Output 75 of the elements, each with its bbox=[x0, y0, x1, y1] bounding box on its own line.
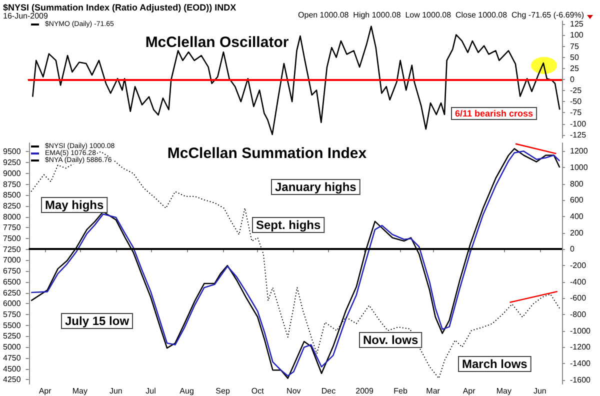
x-tick-label: Sep bbox=[216, 386, 230, 396]
y-tick-label: 8250 bbox=[3, 201, 22, 210]
text: 16-Jun-2009 bbox=[3, 12, 48, 20]
y-tick-label: 125 bbox=[570, 20, 584, 29]
y-tick-label: 7750 bbox=[3, 223, 22, 232]
y-tick-label: 6500 bbox=[3, 277, 22, 286]
y-tick-label: 25 bbox=[570, 64, 580, 73]
y-tick-label: 8500 bbox=[3, 190, 22, 200]
y2-tick-label: -800 bbox=[570, 310, 587, 320]
y-tick-label: -100 bbox=[570, 119, 587, 128]
y-tick-label: 0 bbox=[570, 75, 575, 84]
x-tick-label: Jun bbox=[533, 386, 546, 396]
y-tick-label: 8000 bbox=[3, 212, 22, 222]
x-tick-label: Aug bbox=[180, 386, 194, 396]
y-tick-label: 7500 bbox=[3, 234, 22, 244]
y2-tick-label: -1600 bbox=[570, 375, 592, 384]
x-tick-label: Jul bbox=[146, 386, 156, 396]
y-tick-label: 7000 bbox=[3, 256, 22, 265]
x-tick-label: Apr bbox=[462, 386, 476, 396]
y-tick-label: -75 bbox=[570, 108, 582, 118]
y-tick-label: 4750 bbox=[3, 353, 22, 362]
y-tick-label: 4250 bbox=[3, 375, 22, 384]
y-tick-label: 6000 bbox=[3, 299, 22, 308]
x-tick-label: Feb bbox=[394, 386, 408, 396]
y2-tick-label: 600 bbox=[570, 196, 584, 205]
y2-tick-label: -1200 bbox=[570, 342, 592, 352]
y2-tick-label: -1400 bbox=[570, 359, 592, 368]
annotation: July 15 low bbox=[65, 314, 130, 328]
x-tick-label: Mar bbox=[426, 386, 440, 396]
x-tick-label: Jun bbox=[109, 386, 122, 396]
y-tick-label: 5000 bbox=[3, 342, 22, 352]
text: Open 1000.08 High 1000.08 Low 1000.08 Close 1000.08 Chg -71.65 (-6.69%) bbox=[298, 10, 584, 20]
y2-tick-label: -200 bbox=[570, 261, 587, 270]
text: $NYSI (Summation Index (Ratio Adjusted) (EOD)) INDX bbox=[3, 2, 236, 12]
line-series bbox=[32, 26, 560, 136]
y-tick-label: 9500 bbox=[3, 147, 22, 156]
y-tick-label: 8750 bbox=[3, 180, 22, 189]
x-tick-label: May bbox=[496, 386, 512, 396]
y-tick-label: -125 bbox=[570, 130, 587, 140]
y-tick-label: 9000 bbox=[3, 168, 22, 178]
x-tick-label: Oct bbox=[251, 386, 265, 396]
y-tick-label: 7250 bbox=[3, 244, 22, 254]
x-tick-label: Dec bbox=[321, 386, 336, 396]
y-tick-label: 5250 bbox=[3, 332, 22, 341]
y-tick-label: 5750 bbox=[3, 310, 22, 320]
y2-tick-label: 1200 bbox=[570, 146, 588, 156]
x-tick-label: May bbox=[72, 386, 88, 396]
y-tick-label: 100 bbox=[570, 30, 584, 40]
y-tick-label: -50 bbox=[570, 97, 582, 106]
y2-tick-label: -1000 bbox=[570, 326, 592, 336]
annotation: Nov. lows bbox=[363, 333, 418, 347]
y-tick-label: 75 bbox=[570, 42, 580, 51]
chart-title: McClellan Summation Index bbox=[167, 145, 368, 162]
y2-tick-label: 400 bbox=[570, 212, 584, 222]
y-tick-label: 4500 bbox=[3, 364, 22, 374]
y-tick-label: 6250 bbox=[3, 288, 22, 298]
text: McClellan Oscillator bbox=[145, 34, 289, 51]
y-tick-label: 6750 bbox=[3, 266, 22, 276]
y-tick-label: 50 bbox=[570, 52, 580, 62]
annotation: 6/11 bearish cross bbox=[455, 108, 534, 118]
annotation: Sept. highs bbox=[256, 218, 321, 232]
annotation: January highs bbox=[275, 180, 357, 194]
y2-tick-label: 1000 bbox=[570, 163, 588, 172]
x-tick-label: 2009 bbox=[356, 386, 374, 396]
y-tick-label: 9250 bbox=[3, 158, 22, 168]
y2-tick-label: 200 bbox=[570, 228, 584, 238]
annotation: May highs bbox=[45, 198, 104, 212]
y2-tick-label: 800 bbox=[570, 179, 584, 188]
y-tick-label: 5500 bbox=[3, 320, 22, 330]
y2-tick-label: -400 bbox=[570, 277, 587, 286]
x-tick-label: Nov bbox=[286, 386, 301, 396]
y-tick-label: -25 bbox=[570, 86, 582, 96]
y2-tick-label: -600 bbox=[570, 294, 587, 303]
annotation: March lows bbox=[462, 357, 528, 371]
x-tick-label: Apr bbox=[38, 386, 52, 396]
